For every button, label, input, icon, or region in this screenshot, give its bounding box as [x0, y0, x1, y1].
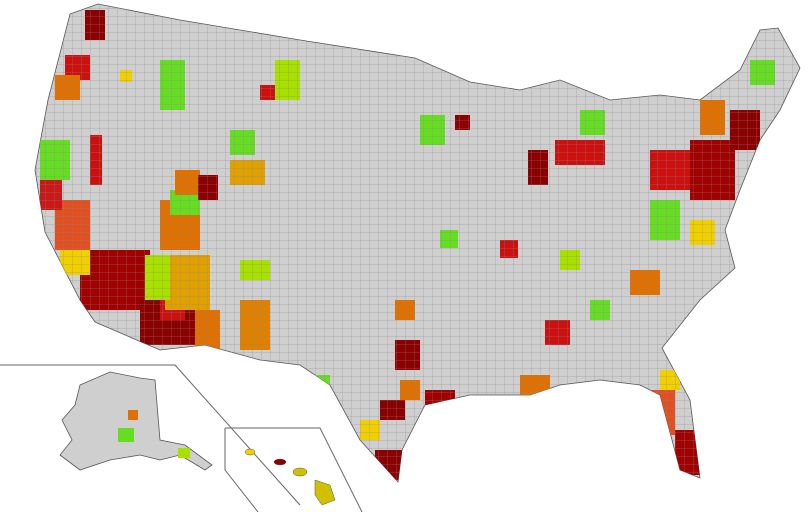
hawaii-island [292, 467, 308, 477]
inset-border [225, 427, 363, 512]
hawaii-island [314, 479, 336, 506]
inset-border [0, 364, 301, 506]
county [128, 410, 138, 420]
county [178, 448, 190, 458]
alaska [59, 371, 213, 471]
hawaii-island [273, 458, 287, 466]
inset-border [224, 428, 259, 512]
county [118, 428, 134, 442]
hawaii-island [244, 448, 256, 456]
